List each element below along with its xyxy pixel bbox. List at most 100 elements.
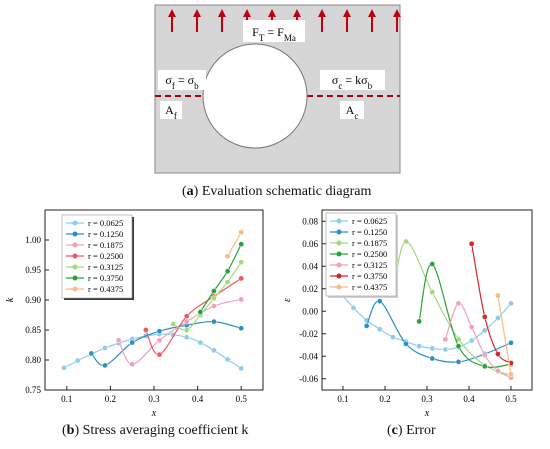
chart-stress-coefficient: 0.1 0.2 0.3 0.4 0.5 0.75 0.80 0.85 0.90 0.95 1.00 x… [5, 209, 264, 419]
caption-b-text: Stress averaging coefficient k [82, 423, 249, 438]
legend-item: r = 0.1250 [66, 229, 123, 239]
data-point [238, 296, 245, 303]
left-stress-label: σf = σb [165, 73, 199, 91]
data-point [224, 356, 231, 363]
data-point [183, 313, 190, 320]
left-area-label: Af [165, 103, 177, 121]
left-area-box [160, 101, 182, 119]
data-point [481, 314, 488, 320]
x-tick-label: 0.3 [148, 394, 160, 404]
data-point [376, 326, 383, 333]
series-4 [442, 300, 514, 381]
data-point [102, 345, 108, 351]
left-eq-box [158, 70, 206, 90]
data-point [183, 327, 190, 333]
data-point [429, 355, 436, 362]
data-point [481, 327, 488, 334]
legend-item: r = 0.0625 [66, 218, 123, 228]
data-point [156, 351, 163, 358]
legend-label: r = 0.3125 [88, 262, 123, 272]
data-point [115, 337, 122, 344]
y-tick-label: -0.06 [299, 374, 318, 384]
data-point [211, 347, 217, 354]
data-point [455, 343, 462, 349]
data-point [376, 298, 383, 304]
data-point [224, 253, 231, 260]
data-point [156, 337, 163, 344]
data-point [429, 261, 436, 267]
data-point [61, 364, 67, 371]
series-line [199, 243, 242, 313]
data-point [481, 363, 488, 370]
data-point [495, 351, 501, 357]
x-tick-label: 0.5 [505, 394, 517, 404]
legend-item: r = 0.3750 [66, 273, 123, 283]
y-tick-label: 0.04 [302, 261, 318, 271]
data-point [481, 352, 488, 358]
legend-item: r = 0.4375 [330, 282, 387, 292]
legend-label: r = 0.3750 [352, 271, 387, 281]
data-point [129, 361, 136, 368]
data-point [508, 371, 514, 378]
data-point [211, 295, 217, 302]
tension-arrow [343, 9, 351, 32]
x-axis-label: x [151, 408, 157, 419]
tension-arrow [168, 9, 176, 32]
right-area-box [340, 101, 364, 119]
data-point [442, 336, 449, 343]
series-line [471, 243, 512, 364]
legend-item: r = 0.3125 [330, 260, 387, 270]
tension-arrow [393, 9, 401, 32]
right-area-label: Ac [346, 103, 359, 121]
y-tick-label: -0.04 [299, 351, 318, 361]
legend-label: r = 0.2500 [352, 249, 387, 259]
data-point [416, 318, 422, 325]
right-stress-label: σc = kσb [332, 73, 373, 91]
data-point [429, 345, 436, 352]
y-tick-label: 0.85 [25, 325, 41, 335]
y-tick-label: 0.75 [25, 385, 41, 395]
data-point [238, 259, 245, 266]
caption-b: (b) Stress averaging coefficient k [62, 423, 249, 438]
legend-item: r = 0.1250 [330, 227, 387, 237]
series-5 [197, 241, 245, 315]
x-tick-label: 0.2 [105, 394, 116, 404]
legend-item: r = 0.3750 [330, 271, 387, 281]
series-6 [495, 292, 514, 378]
y-tick-label: -0.02 [299, 329, 318, 339]
data-point [197, 309, 204, 315]
data-point [363, 323, 370, 329]
y-tick-label: 0.02 [302, 284, 318, 294]
legend-label: r = 0.1875 [352, 238, 387, 248]
data-point [350, 305, 357, 311]
legend-label: r = 0.3125 [352, 260, 387, 270]
y-tick-label: 0.90 [25, 295, 41, 305]
data-point [468, 337, 475, 344]
y-axis-label: ε [282, 298, 293, 302]
data-point [508, 300, 514, 307]
series-line [418, 263, 512, 368]
data-point [211, 303, 217, 309]
legend-item: r = 0.3125 [66, 262, 123, 272]
data-point [495, 315, 501, 321]
y-tick-label: 0.08 [302, 216, 318, 226]
data-point [183, 318, 190, 325]
data-point [455, 300, 462, 307]
legend-label: r = 0.0625 [88, 218, 123, 228]
y-tick-label: 1.00 [25, 235, 41, 245]
data-point [197, 339, 204, 346]
x-tick-label: 0.1 [337, 394, 348, 404]
y-tick-label: 0.80 [25, 355, 41, 365]
data-point [495, 368, 501, 374]
data-point [211, 288, 217, 294]
data-point [403, 238, 409, 245]
series-1 [88, 318, 245, 369]
legend-item: r = 0.2500 [330, 249, 387, 259]
legend-label: r = 0.4375 [352, 282, 387, 292]
legend-label: r = 0.1250 [88, 229, 123, 239]
data-point [508, 339, 514, 346]
